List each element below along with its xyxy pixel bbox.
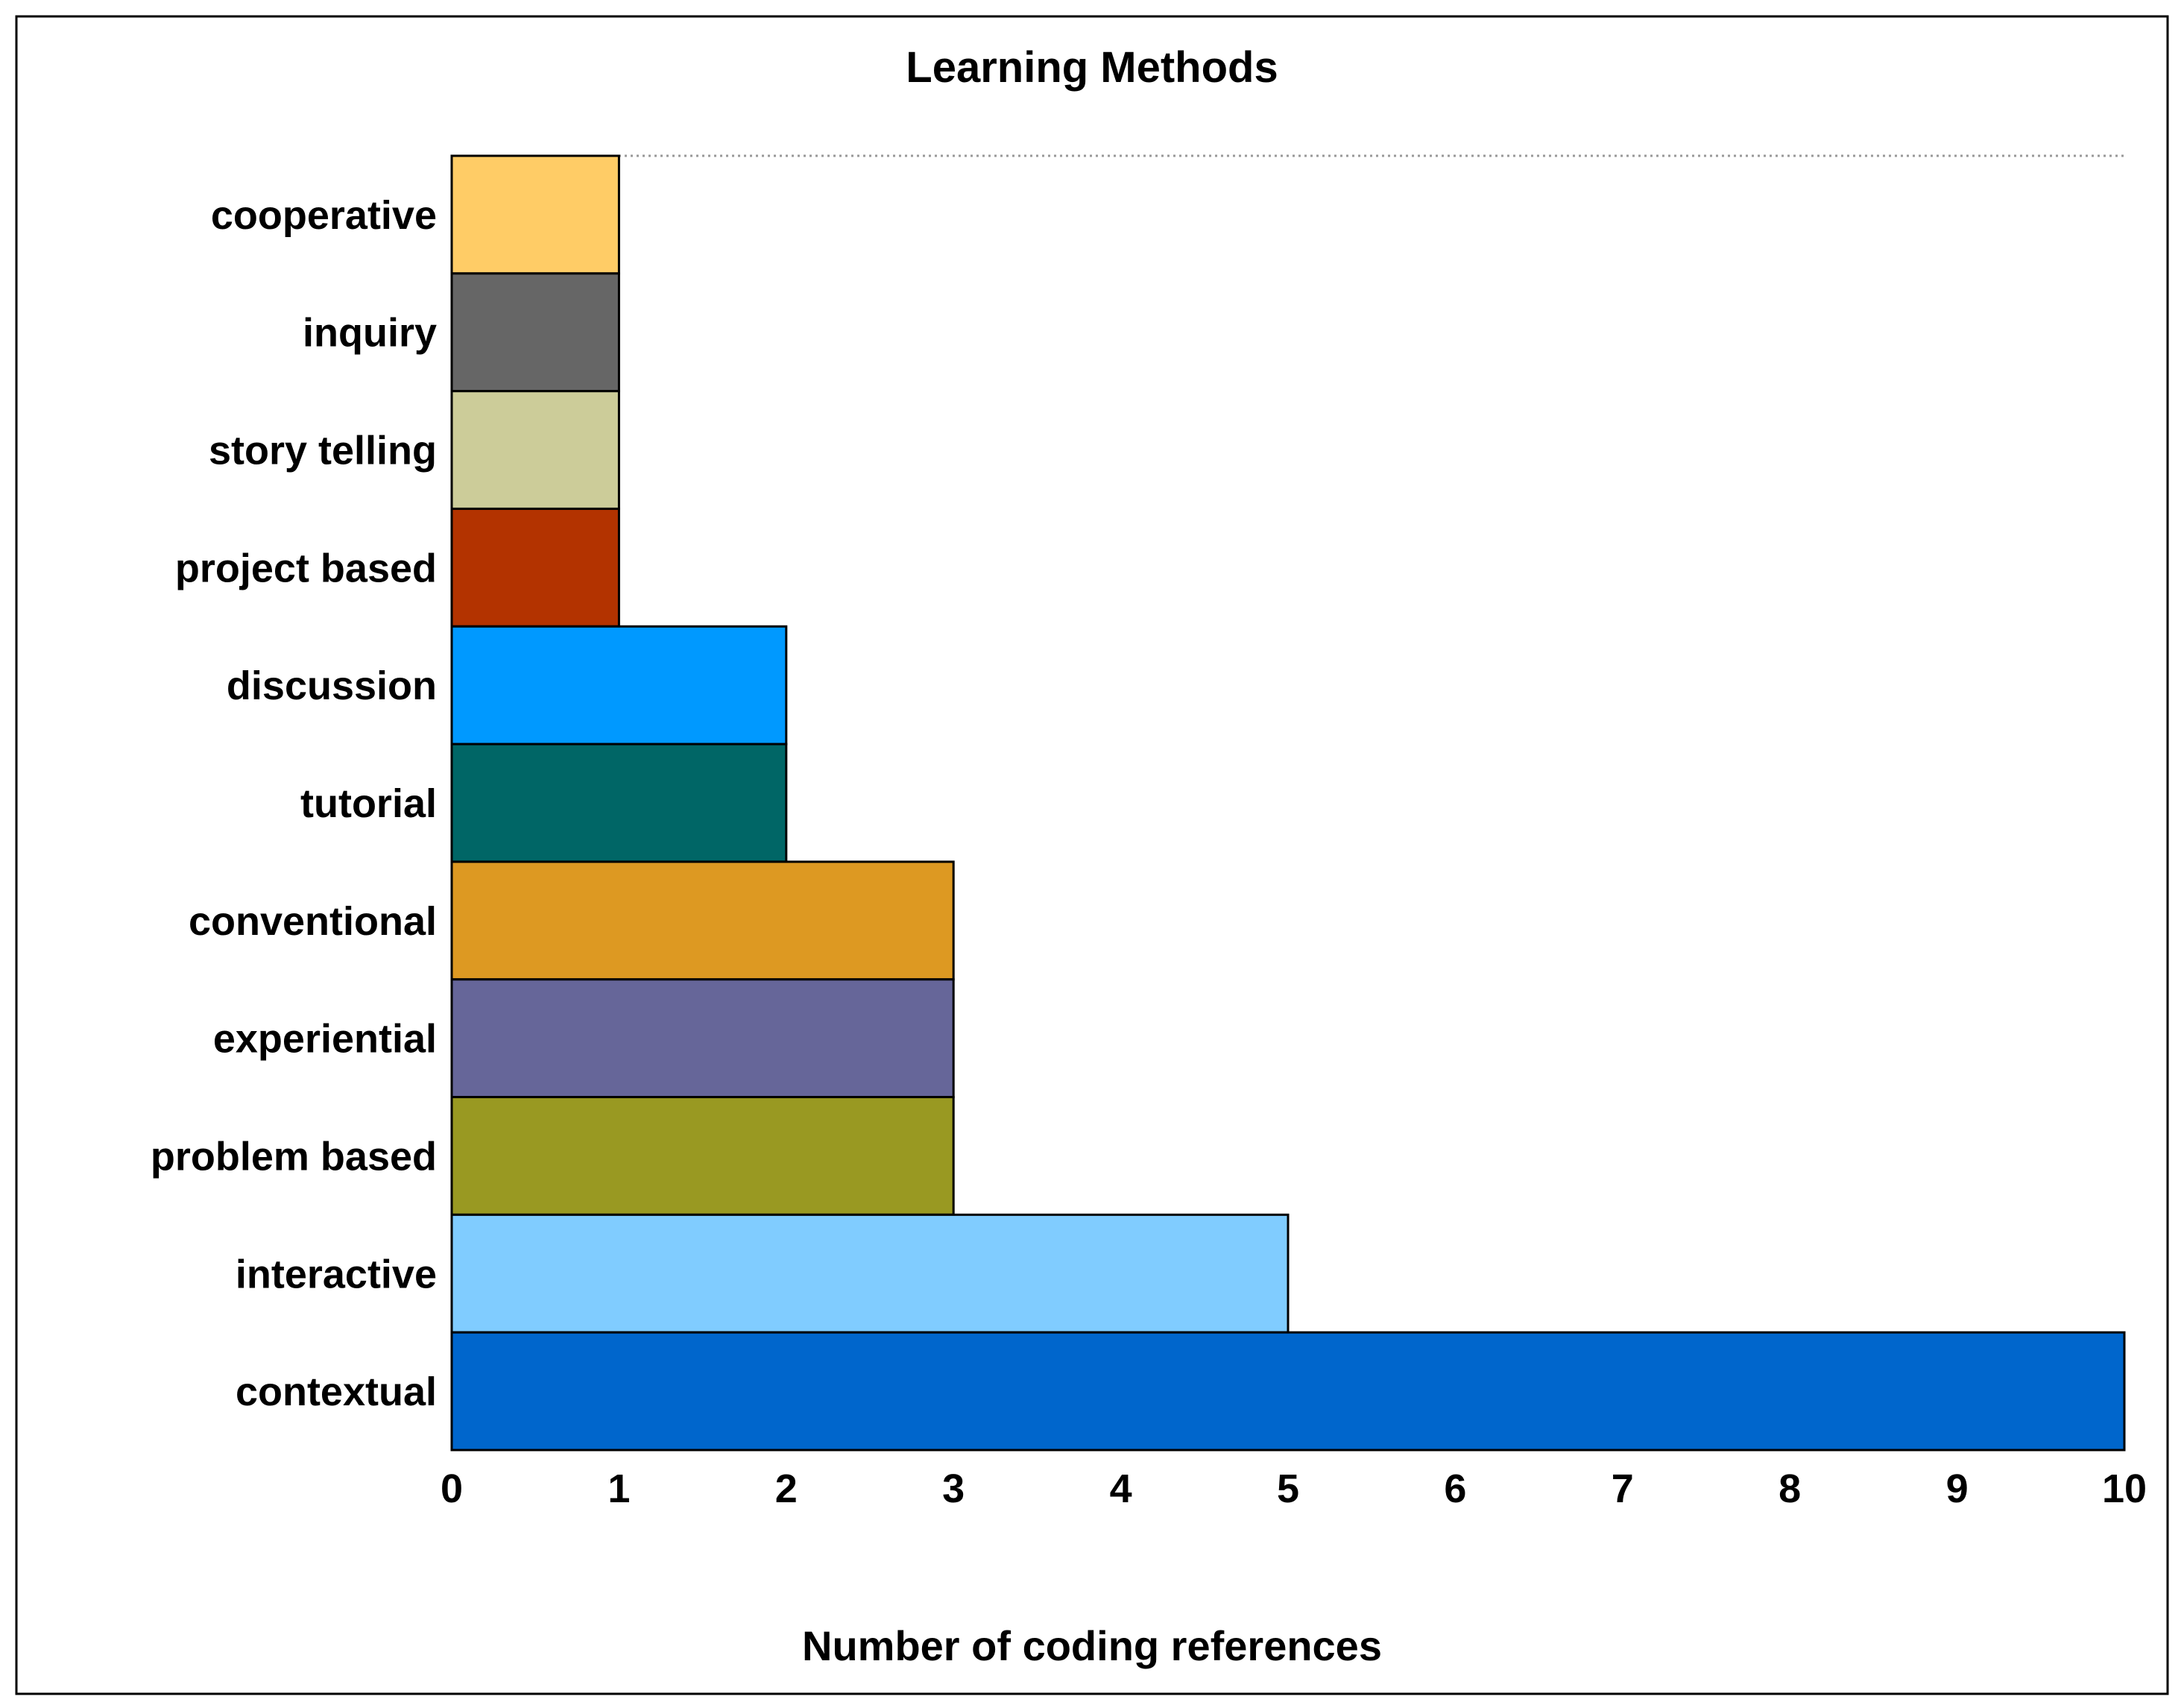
x-tick-label-7: 7	[1612, 1466, 1634, 1511]
category-label-tutorial: tutorial	[300, 781, 437, 826]
bar-tutorial	[450, 743, 788, 863]
bar-story-telling	[450, 390, 620, 510]
bar-experiential	[450, 978, 955, 1099]
x-tick-label-5: 5	[1277, 1466, 1299, 1511]
x-tick-label-8: 8	[1779, 1466, 1801, 1511]
bar-discussion	[450, 625, 788, 746]
chart-title: Learning Methods	[906, 43, 1278, 92]
x-tick-label-6: 6	[1444, 1466, 1466, 1511]
bar-cooperative	[450, 154, 620, 275]
x-tick-label-1: 1	[607, 1466, 630, 1511]
bar-project-based	[450, 507, 620, 628]
bar-inquiry	[450, 272, 620, 393]
x-tick-label-4: 4	[1110, 1466, 1132, 1511]
x-tick-labels: 0 1 2 3 4 5 6 7 8 9 10	[441, 1466, 2147, 1511]
category-label-cooperative: cooperative	[211, 193, 437, 238]
bar-interactive	[450, 1213, 1290, 1334]
category-label-problem-based: problem based	[151, 1134, 437, 1179]
category-label-conventional: conventional	[189, 899, 437, 944]
x-tick-label-10: 10	[2102, 1466, 2147, 1511]
x-tick-label-0: 0	[441, 1466, 463, 1511]
category-label-story-telling: story telling	[209, 429, 437, 473]
x-tick-label-9: 9	[1946, 1466, 1969, 1511]
bar-problem-based	[450, 1096, 955, 1216]
category-labels: cooperative inquiry story telling project b…	[151, 193, 437, 1414]
x-tick-label-2: 2	[775, 1466, 798, 1511]
category-label-inquiry: inquiry	[303, 311, 437, 356]
bar-contextual	[450, 1331, 2126, 1452]
category-label-discussion: discussion	[227, 664, 437, 708]
category-label-interactive: interactive	[236, 1252, 437, 1296]
category-label-contextual: contextual	[236, 1370, 437, 1414]
category-label-project-based: project based	[175, 546, 437, 590]
bar-conventional	[450, 860, 955, 981]
bars-group	[450, 154, 2126, 1452]
category-label-experiential: experiential	[213, 1017, 437, 1062]
x-tick-label-3: 3	[942, 1466, 965, 1511]
x-axis-label: Number of coding references	[802, 1622, 1382, 1669]
